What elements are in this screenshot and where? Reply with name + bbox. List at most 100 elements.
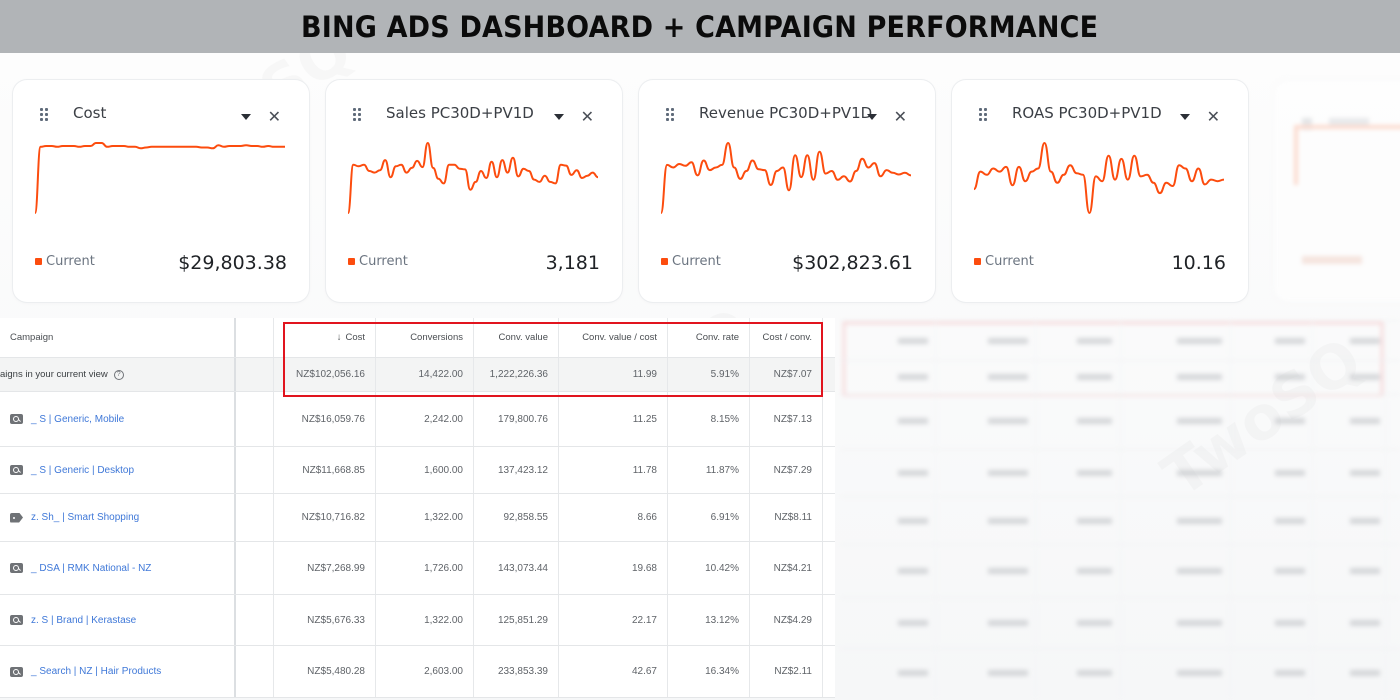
- cell-conversions: 1,726.00: [376, 542, 474, 594]
- table-header-row: Campaign ↓ Cost Conversions Conv. value C…: [0, 318, 835, 358]
- cell-cost-conv: NZ$4.21: [750, 542, 823, 594]
- table-row: _ S | Generic, Mobile NZ$16,059.76 2,242…: [0, 392, 835, 447]
- card-title: ROAS PC30D+PV1D: [1012, 104, 1162, 122]
- legend-label: Current: [46, 254, 95, 269]
- cell-conversions: 1,322.00: [376, 494, 474, 541]
- cell-conv-rate: 13.12%: [668, 595, 750, 645]
- close-icon[interactable]: ✕: [1206, 107, 1220, 126]
- column-header-conv-value-cost[interactable]: Conv. value / cost: [559, 318, 668, 357]
- column-header-conversions[interactable]: Conversions: [376, 318, 474, 357]
- column-header-conv-rate[interactable]: Conv. rate: [668, 318, 750, 357]
- campaign-link[interactable]: z. Sh_ | Smart Shopping: [31, 512, 140, 523]
- help-circle-icon[interactable]: ?: [113, 369, 124, 380]
- table-row: _ DSA | RMK National - NZ NZ$7,268.99 1,…: [0, 542, 835, 595]
- arrow-down-icon: ↓: [336, 332, 342, 343]
- page-banner: BING ADS DASHBOARD + CAMPAIGN PERFORMANC…: [0, 0, 1400, 53]
- column-header-cost-conv[interactable]: Cost / conv.: [750, 318, 823, 357]
- caret-down-icon[interactable]: [867, 114, 877, 120]
- drag-handle-icon[interactable]: [40, 108, 50, 122]
- cell-conv-rate: 6.91%: [668, 494, 750, 541]
- legend-swatch: [35, 258, 42, 265]
- hidden-metric-card: [1274, 80, 1400, 302]
- total-label: aigns in your current view: [0, 369, 108, 380]
- card-title: Cost: [73, 104, 107, 122]
- close-icon[interactable]: ✕: [267, 107, 281, 126]
- cell-cost: NZ$7,268.99: [274, 542, 376, 594]
- legend-label: Current: [672, 254, 721, 269]
- campaign-link[interactable]: _ S | Generic, Mobile: [31, 413, 125, 425]
- drag-handle-icon[interactable]: [666, 108, 676, 122]
- total-cost: NZ$102,056.16: [274, 358, 376, 391]
- cell-cost-conv: NZ$8.11: [750, 494, 823, 541]
- banner-title: BING ADS DASHBOARD + CAMPAIGN PERFORMANC…: [301, 9, 1099, 44]
- shopping-tag-icon: [10, 512, 23, 523]
- column-header-cost[interactable]: ↓ Cost: [274, 318, 376, 357]
- cell-conversions: 1,322.00: [376, 595, 474, 645]
- table-row: _ Search | NZ | Hair Products NZ$5,480.2…: [0, 646, 835, 698]
- legend-swatch: [348, 258, 355, 265]
- cell-conversions: 1,600.00: [376, 447, 474, 493]
- drag-handle-icon[interactable]: [353, 108, 363, 122]
- legend-label: Current: [359, 254, 408, 269]
- cell-conv-value-cost: 11.78: [559, 447, 668, 493]
- search-campaign-icon: [10, 666, 23, 677]
- drag-handle-icon[interactable]: [979, 108, 989, 122]
- cell-cost-conv: NZ$7.13: [750, 392, 823, 446]
- cell-conv-value-cost: 22.17: [559, 595, 668, 645]
- caret-down-icon[interactable]: [1180, 114, 1190, 120]
- cell-conv-rate: 16.34%: [668, 646, 750, 697]
- campaign-link[interactable]: _ Search | NZ | Hair Products: [31, 666, 162, 677]
- sparkline: [973, 142, 1225, 214]
- table-row: z. Sh_ | Smart Shopping NZ$10,716.82 1,3…: [0, 494, 835, 542]
- card-value: 3,181: [545, 252, 600, 274]
- campaign-link[interactable]: _ S | Generic | Desktop: [31, 464, 135, 476]
- caret-down-icon[interactable]: [241, 114, 251, 120]
- campaign-link[interactable]: _ DSA | RMK National - NZ: [31, 562, 152, 574]
- sparkline-series: [347, 142, 599, 214]
- card-value: $29,803.38: [178, 252, 287, 274]
- cell-conv-value-cost: 8.66: [559, 494, 668, 541]
- cell-cost-conv: NZ$2.11: [750, 646, 823, 697]
- metric-card: Revenue PC30D+PV1D ✕ Current $302,823.61: [639, 80, 935, 302]
- close-icon[interactable]: ✕: [580, 107, 594, 126]
- card-title: Sales PC30D+PV1D: [386, 104, 534, 122]
- cell-cost: NZ$16,059.76: [274, 392, 376, 446]
- sparkline: [660, 142, 912, 214]
- cell-conv-value-cost: 42.67: [559, 646, 668, 697]
- cell-conv-value: 137,423.12: [474, 447, 559, 493]
- cell-cost: NZ$5,676.33: [274, 595, 376, 645]
- search-campaign-icon: [10, 615, 23, 625]
- legend-label: Current: [985, 254, 1034, 269]
- cell-conv-rate: 8.15%: [668, 392, 750, 446]
- dashboard: TwoSQ TwoSQ TwoSQ Cost ✕ Current $29,803…: [0, 53, 1400, 700]
- column-header-campaign[interactable]: Campaign: [0, 318, 236, 357]
- card-value: $302,823.61: [792, 252, 913, 274]
- blurred-table-duplicate: [840, 320, 1400, 700]
- column-header-conv-value[interactable]: Conv. value: [474, 318, 559, 357]
- card-value: 10.16: [1171, 252, 1226, 274]
- card-title: Revenue PC30D+PV1D: [699, 104, 873, 122]
- total-conversions: 14,422.00: [376, 358, 474, 391]
- cell-cost-conv: NZ$7.29: [750, 447, 823, 493]
- campaign-link[interactable]: z. S | Brand | Kerastase: [31, 614, 137, 626]
- cell-conv-rate: 10.42%: [668, 542, 750, 594]
- total-conv-value: 1,222,226.36: [474, 358, 559, 391]
- sparkline: [347, 142, 599, 214]
- cell-cost: NZ$10,716.82: [274, 494, 376, 541]
- cell-cost: NZ$11,668.85: [274, 447, 376, 493]
- metric-card: ROAS PC30D+PV1D ✕ Current 10.16: [952, 80, 1248, 302]
- cell-cost: NZ$5,480.28: [274, 646, 376, 697]
- search-campaign-icon: [10, 414, 23, 424]
- cell-cost-conv: NZ$4.29: [750, 595, 823, 645]
- legend-swatch: [974, 258, 981, 265]
- legend: Current: [35, 254, 95, 269]
- close-icon[interactable]: ✕: [893, 107, 907, 126]
- cell-conversions: 2,242.00: [376, 392, 474, 446]
- metric-card: Sales PC30D+PV1D ✕ Current 3,181: [326, 80, 622, 302]
- table-total-row: aigns in your current view? NZ$102,056.1…: [0, 358, 835, 392]
- cell-conv-value: 125,851.29: [474, 595, 559, 645]
- caret-down-icon[interactable]: [554, 114, 564, 120]
- total-conv-value-cost: 11.99: [559, 358, 668, 391]
- table-row: _ S | Generic | Desktop NZ$11,668.85 1,6…: [0, 447, 835, 494]
- table-row: z. S | Brand | Kerastase NZ$5,676.33 1,3…: [0, 595, 835, 646]
